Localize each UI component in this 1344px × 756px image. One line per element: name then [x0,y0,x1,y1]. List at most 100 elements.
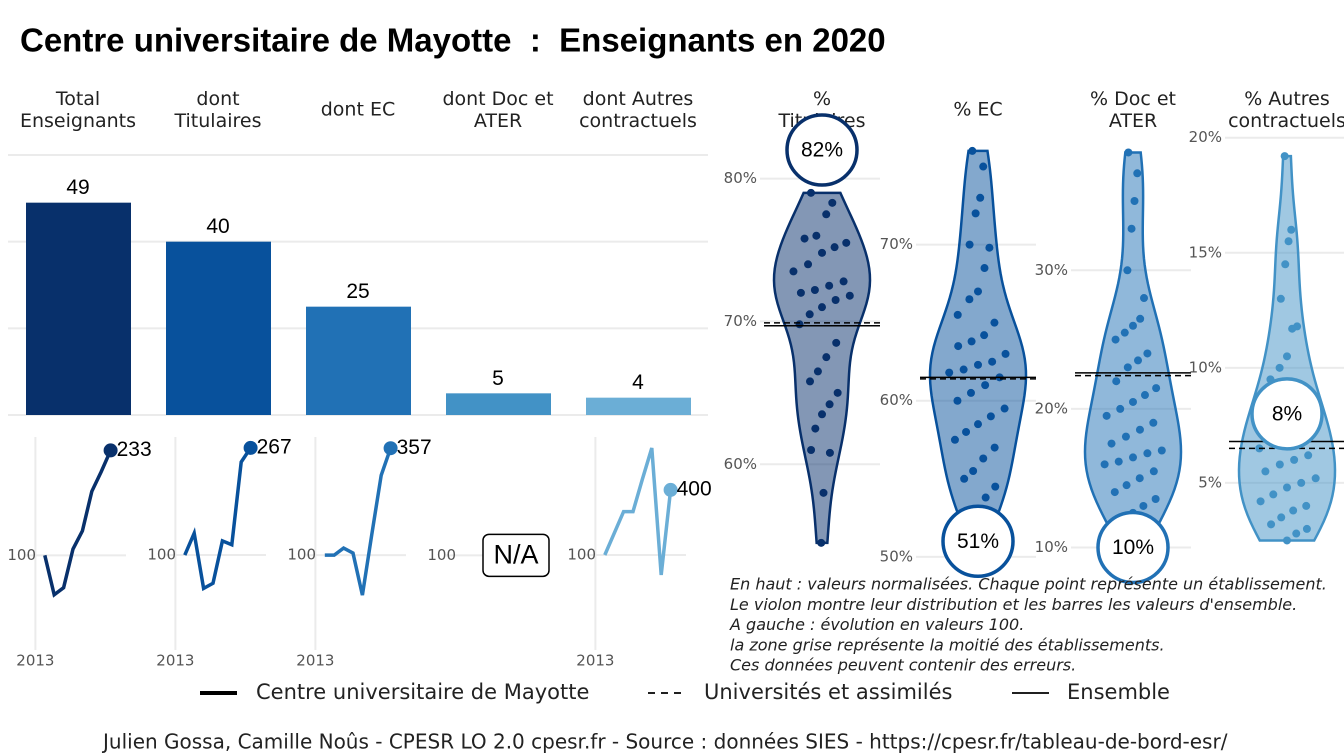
point [974,420,982,429]
value-label: 4 [632,371,644,394]
point [1275,460,1284,469]
point [1121,432,1130,441]
category-label: dont Autres contractuels [579,88,697,132]
end-label: 267 [257,435,292,458]
point [1297,478,1306,487]
y-tick-label: 60% [880,391,913,409]
point [1139,501,1148,510]
y-tick-label: 20% [1035,399,1068,417]
point [1284,237,1293,246]
point [966,388,975,397]
label-line: dont [196,88,239,110]
highlight [1096,510,1170,585]
point [1110,488,1119,497]
label-line: ATER [1109,109,1157,131]
point [990,318,999,327]
point [1135,474,1144,483]
end-label: 400 [677,477,712,500]
violin [1237,154,1337,542]
point [832,338,841,347]
point [959,365,968,374]
point [831,296,840,304]
point [1283,536,1291,545]
point [819,488,828,497]
point [807,446,816,454]
point [1136,314,1145,323]
point [1135,425,1144,434]
point [1277,513,1286,522]
end-point [243,440,258,455]
highlight [1250,377,1324,451]
label-line: ATER [474,109,522,131]
y-tick-label: 100 [427,546,456,564]
point [1112,377,1121,386]
y-tick-label: 100 [7,546,36,564]
x-tick-label: 2013 [576,652,614,670]
category-label: dont Titulaires [174,88,262,132]
end-label: 233 [117,438,152,461]
point [945,368,954,377]
label-line: % [813,88,831,110]
point [839,277,848,286]
category-label: dont EC [321,99,396,121]
point [1280,152,1289,161]
point [954,342,963,351]
label-line: contractuels [579,109,697,131]
point [965,240,974,249]
y-tick-label: 100 [287,546,316,564]
point [818,303,826,312]
value-label: 40 [206,215,229,238]
point [1267,520,1276,529]
point [965,295,974,304]
y-tick-label: 10% [1189,358,1222,376]
legend-label: Ensemble [1067,680,1170,704]
value-label: 25 [346,280,369,303]
point [842,238,851,247]
point [1134,356,1143,365]
point [818,410,826,419]
point [976,193,985,202]
note: En haut : valeurs normalisées. Chaque po… [730,575,1327,594]
highlight-label: 10% [1112,536,1154,559]
point [1302,501,1311,510]
note: la zone grise représente la moitié des é… [730,635,1165,654]
footer: Julien Gossa, Camille Noûs - CPESR LO 2.… [101,730,1228,754]
point [1000,404,1009,413]
value-label: 5 [492,367,504,390]
legend-label: Centre universitaire de Mayotte [256,680,589,704]
end-point [663,482,678,497]
point [990,443,999,452]
point [1269,490,1278,499]
label-line: Total [55,88,100,110]
label-line: dont Autres [583,88,694,110]
point [825,400,834,409]
x-tick-label: 2013 [156,652,194,670]
point [1287,225,1296,234]
y-tick-label: 10% [1035,538,1068,556]
value-label: 49 [66,176,89,199]
na-label: N/A [493,539,538,569]
note: A gauche : évolution en valeurs 100. [729,615,1024,634]
point [1129,321,1137,330]
point [1276,294,1285,303]
note: Ces données peuvent contenir des erreurs… [730,656,1076,675]
point [960,474,969,483]
point [1133,169,1142,178]
point [1157,446,1166,455]
point [962,427,971,436]
label-line: % Autres [1244,88,1330,110]
bar [26,202,131,415]
point [1123,363,1132,372]
point [971,209,980,218]
point [818,248,826,257]
point [986,412,995,421]
point [1107,439,1116,448]
highlight-label: 82% [801,139,843,162]
point [1292,529,1301,538]
point [1281,260,1290,269]
point [1275,363,1284,372]
label-line: Enseignants [20,109,136,131]
point [830,243,839,252]
y-tick-label: 50% [880,547,913,565]
